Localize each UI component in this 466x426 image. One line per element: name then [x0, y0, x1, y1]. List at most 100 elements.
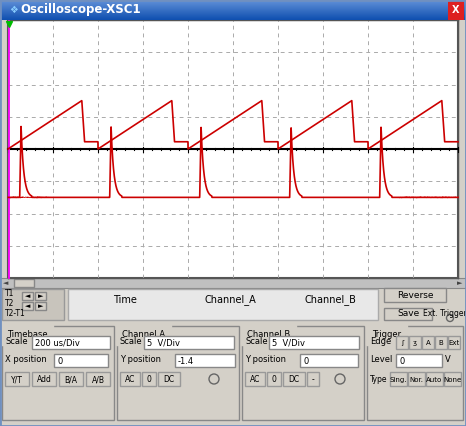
Bar: [0, 288, 466, 426]
Bar: [0, 10, 466, 11]
Text: Channel B: Channel B: [247, 330, 290, 339]
Text: Y position: Y position: [120, 356, 161, 365]
Circle shape: [446, 314, 453, 322]
Text: X: X: [452, 5, 460, 15]
Bar: [396, 354, 442, 367]
Text: Scale: Scale: [5, 337, 27, 346]
Text: Add: Add: [36, 375, 51, 385]
Bar: [422, 336, 434, 349]
Circle shape: [209, 374, 219, 384]
Bar: [59, 372, 83, 386]
Bar: [267, 372, 281, 386]
Bar: [0, 1, 466, 2]
Bar: [0, 4, 466, 5]
Text: Time: Time: [113, 295, 137, 305]
Bar: [32, 336, 110, 349]
Text: V: V: [445, 356, 451, 365]
Bar: [2, 289, 64, 320]
Text: X position: X position: [5, 356, 47, 365]
Circle shape: [335, 374, 345, 384]
Text: ►: ►: [38, 293, 43, 299]
Text: Ext: Ext: [448, 340, 459, 346]
Bar: [0, 2, 466, 3]
Bar: [0, 12, 466, 13]
Bar: [175, 354, 235, 367]
Text: Oscilloscope-XSC1: Oscilloscope-XSC1: [20, 3, 141, 17]
Bar: [35, 302, 46, 310]
Text: T2-T1: T2-T1: [5, 310, 26, 319]
Bar: [0, 17, 466, 18]
Text: AC: AC: [125, 375, 135, 385]
Bar: [0, 8, 466, 9]
Bar: [409, 336, 421, 349]
Text: ►: ►: [38, 303, 43, 309]
Text: Type: Type: [370, 374, 388, 383]
Bar: [0, 9, 466, 10]
Bar: [448, 0, 464, 20]
Text: Auto: Auto: [426, 377, 442, 383]
Text: ►: ►: [457, 280, 463, 286]
Bar: [0, 13, 466, 14]
Text: AC: AC: [250, 375, 260, 385]
Text: ◄: ◄: [25, 293, 30, 299]
Text: 200 us/Div: 200 us/Div: [35, 339, 80, 348]
Text: T1: T1: [5, 290, 14, 299]
Text: Trigger: Trigger: [372, 330, 401, 339]
Bar: [5, 372, 29, 386]
Text: 5  V/Div: 5 V/Div: [272, 339, 305, 348]
Text: DC: DC: [164, 375, 175, 385]
Text: T2: T2: [5, 299, 14, 308]
Bar: [22, 292, 33, 300]
Text: 0: 0: [57, 357, 62, 366]
Bar: [0, 16, 466, 17]
Text: Channel_B: Channel_B: [304, 294, 356, 305]
Text: A: A: [425, 340, 431, 346]
Text: 5  V/Div: 5 V/Div: [147, 339, 180, 348]
Text: 0: 0: [303, 357, 308, 366]
Bar: [435, 336, 447, 349]
Text: B/A: B/A: [64, 375, 77, 385]
Text: ❖: ❖: [9, 5, 18, 15]
Bar: [158, 372, 180, 386]
Bar: [0, 5, 466, 6]
Text: Nor.: Nor.: [409, 377, 423, 383]
Bar: [0, 3, 466, 4]
Bar: [384, 288, 446, 302]
Text: 0: 0: [147, 375, 151, 385]
Bar: [142, 372, 156, 386]
Text: -: -: [312, 375, 315, 385]
Text: Timebase: Timebase: [7, 330, 48, 339]
Bar: [0, 6, 466, 7]
Text: Level: Level: [370, 356, 392, 365]
Bar: [2, 326, 114, 420]
Bar: [384, 308, 432, 320]
Bar: [0, 15, 466, 16]
Text: None: None: [443, 377, 461, 383]
Bar: [396, 336, 408, 349]
Bar: [0, 278, 466, 288]
Text: Edge: Edge: [370, 337, 391, 346]
Bar: [0, 19, 466, 20]
Bar: [408, 372, 425, 386]
Bar: [448, 336, 460, 349]
Text: Channel A: Channel A: [122, 330, 165, 339]
Bar: [117, 326, 239, 420]
Bar: [22, 302, 33, 310]
Bar: [144, 336, 234, 349]
Bar: [32, 372, 56, 386]
Bar: [0, 11, 466, 12]
Bar: [35, 292, 46, 300]
Bar: [390, 372, 407, 386]
Text: DC: DC: [288, 375, 300, 385]
Bar: [68, 289, 378, 320]
Bar: [0, 18, 466, 19]
Bar: [269, 336, 359, 349]
Bar: [245, 372, 265, 386]
Bar: [0, 0, 466, 1]
Text: Scale: Scale: [120, 337, 143, 346]
Text: Y/T: Y/T: [11, 375, 23, 385]
Bar: [14, 279, 34, 287]
Bar: [120, 372, 140, 386]
Bar: [54, 354, 108, 367]
Text: ʃ: ʃ: [401, 340, 403, 346]
